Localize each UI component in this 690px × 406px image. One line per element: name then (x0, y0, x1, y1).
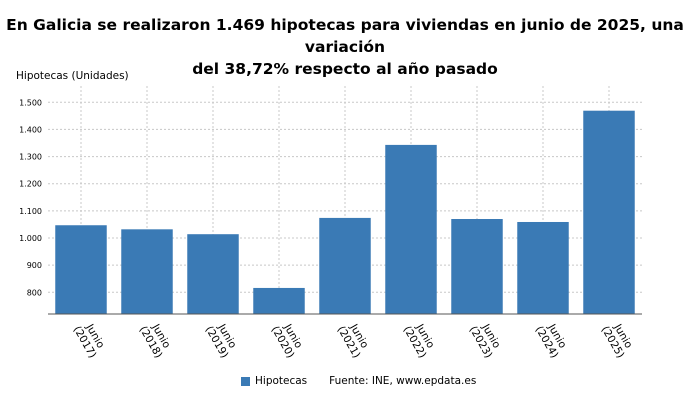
x-axis-tick-labels: Junio(2017) Junio(2018) Junio(2019) Junio(2… (71, 318, 637, 360)
bar (253, 287, 305, 314)
chart-title-line-2: del 38,72% respecto al año pasado (192, 60, 498, 78)
bar (319, 217, 371, 314)
bar (187, 234, 239, 314)
y-tick-label: 1.400 (19, 125, 42, 134)
y-tick-label: 1.000 (19, 234, 42, 243)
y-tick-label: 1.300 (19, 153, 42, 162)
bar (583, 110, 635, 314)
y-tick-label: 1.200 (19, 180, 42, 189)
bars (55, 110, 635, 314)
y-axis-tick-labels: 800 900 1.000 1.100 1.200 1.300 1.400 1.500 (19, 98, 42, 297)
bar (55, 225, 107, 314)
x-tick-label: Junio(2022) (401, 318, 439, 360)
bar (517, 221, 569, 314)
legend-label: Hipotecas (255, 375, 308, 387)
x-tick-label: Junio(2018) (137, 318, 175, 360)
x-tick-label: Junio(2021) (335, 318, 373, 360)
legend-swatch (241, 376, 250, 386)
chart-title: En Galicia se realizaron 1.469 hipotecas… (0, 14, 690, 80)
bar (451, 219, 503, 314)
source-text: Fuente: INE, www.epdata.es (329, 375, 477, 387)
chart-title-line-1: En Galicia se realizaron 1.469 hipotecas… (6, 16, 684, 56)
bar (385, 144, 437, 314)
legend: Hipotecas Fuente: INE, www.epdata.es (241, 374, 476, 388)
y-tick-label: 800 (27, 288, 42, 297)
x-tick-label: Junio(2023) (467, 318, 505, 360)
x-tick-label: Junio(2024) (533, 318, 571, 360)
y-tick-label: 1.500 (19, 98, 42, 107)
x-tick-label: Junio(2020) (269, 318, 307, 360)
y-tick-label: 900 (27, 261, 42, 270)
x-tick-label: Junio(2019) (203, 318, 241, 360)
y-tick-label: 1.100 (19, 207, 42, 216)
y-axis-label: Hipotecas (Unidades) (16, 70, 129, 82)
x-tick-label: Junio(2017) (71, 318, 109, 360)
bar (121, 229, 173, 314)
x-tick-label: Junio(2025) (599, 318, 637, 360)
